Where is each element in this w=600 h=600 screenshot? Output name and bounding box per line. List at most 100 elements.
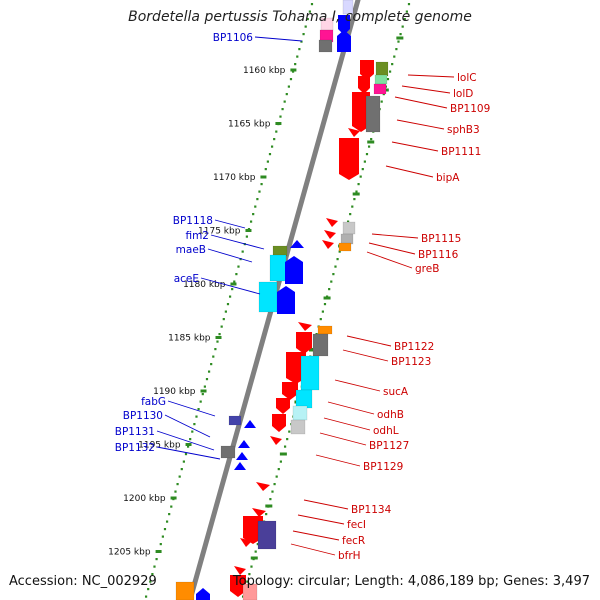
scale-tick-1190 bbox=[200, 389, 207, 393]
gene-bottom-red bbox=[230, 575, 246, 597]
gene-label-fecr: fecR bbox=[342, 535, 365, 547]
scale-tick-label-1190: 1190 kbp bbox=[153, 387, 196, 397]
gene-bottom-blue bbox=[196, 588, 210, 600]
gene-chev-5 bbox=[298, 322, 312, 331]
gene-bp1130 bbox=[220, 445, 236, 459]
gene-bp1129-red bbox=[272, 414, 286, 432]
gene-odhb bbox=[295, 389, 313, 409]
scale-tick-1165 bbox=[275, 122, 282, 125]
gene-bottom-orange bbox=[175, 581, 195, 600]
gene-label-sphb3: sphB3 bbox=[447, 124, 480, 136]
gene-acee bbox=[258, 281, 278, 313]
scale-tick-label-1160: 1160 kbp bbox=[243, 66, 286, 76]
gene-bottom-chev bbox=[234, 566, 246, 575]
gene-top-gray bbox=[318, 39, 333, 53]
gene-label-bp1131: BP1131 bbox=[115, 426, 155, 438]
gene-bp1132 bbox=[234, 462, 246, 470]
gene-top-blue-1 bbox=[338, 15, 350, 35]
gene-red-b bbox=[358, 76, 370, 94]
scale-tick-1205 bbox=[155, 550, 162, 553]
scale-tick-label-1180: 1180 kbp bbox=[183, 280, 226, 290]
scale-tick-1185 bbox=[215, 336, 222, 339]
scale-tick-1170 bbox=[260, 175, 267, 179]
scale-ticks-layer: 1160 kbp 1165 kbp 1170 kbp 1175 kbp 1180 kbp… bbox=[108, 36, 404, 560]
gene-label-bp1111: BP1111 bbox=[441, 146, 481, 158]
gene-label-fim2: fim2 bbox=[185, 230, 209, 242]
gene-odhl bbox=[292, 405, 308, 421]
gene-label-bp1123: BP1123 bbox=[391, 356, 431, 368]
gene-label-bp1116: BP1116 bbox=[418, 249, 459, 261]
gene-top-blue-2 bbox=[337, 30, 351, 52]
gene-label-bp1134: BP1134 bbox=[351, 504, 392, 516]
gene-bfrh bbox=[240, 538, 252, 547]
gene-label-bfrh: bfrH bbox=[338, 550, 361, 562]
gene-label-bp1122: BP1122 bbox=[394, 341, 434, 353]
scale-tick-1160 bbox=[290, 68, 297, 72]
gene-maeb-arrow bbox=[285, 256, 303, 284]
scale-tick-label-1170: 1170 kbp bbox=[213, 173, 256, 183]
gene-fabg-arrow bbox=[244, 420, 256, 428]
gene-labels-layer: BP1106 BP1118 fim2 maeB aceE fabG BP1130 BP1131… bbox=[115, 32, 491, 562]
gene-maeb bbox=[269, 254, 287, 282]
gene-lolc bbox=[375, 61, 389, 77]
gene-bp1116 bbox=[340, 233, 354, 245]
gene-acee-arrow bbox=[277, 286, 295, 314]
gene-fabg bbox=[228, 415, 242, 426]
gene-odhl-red bbox=[276, 398, 290, 414]
genome-title: Bordetella pertussis Tohama I, complete … bbox=[128, 9, 472, 25]
gene-label-suca: sucA bbox=[383, 386, 409, 398]
gene-bp1123 bbox=[312, 333, 329, 357]
gene-bp1115 bbox=[342, 221, 356, 235]
gene-bipa bbox=[339, 138, 359, 180]
gene-feci bbox=[252, 508, 266, 517]
scale-tick-label-1185: 1185 kbp bbox=[168, 334, 211, 344]
gene-bp1130-arrow bbox=[238, 440, 250, 448]
gene-label-bp1129: BP1129 bbox=[363, 461, 403, 473]
scale-tick-label-1165: 1165 kbp bbox=[228, 120, 271, 130]
accession-text: Accession: NC_002929 bbox=[9, 574, 157, 589]
gene-label-bp1127: BP1127 bbox=[369, 440, 409, 452]
gene-chev-6 bbox=[270, 436, 282, 445]
scale-tick-label-1195: 1195 kbp bbox=[138, 441, 181, 451]
gene-odhb-red bbox=[282, 382, 298, 400]
gene-label-acee: aceE bbox=[174, 273, 199, 285]
gene-chev-2 bbox=[326, 218, 338, 227]
gene-label-odhb: odhB bbox=[377, 409, 404, 421]
genes-layer bbox=[175, 0, 389, 600]
label-leaders-layer bbox=[156, 36, 455, 556]
gene-chev-1 bbox=[348, 128, 360, 137]
gene-fim2 bbox=[272, 245, 288, 257]
gene-lold bbox=[374, 74, 388, 85]
gene-label-bp1106: BP1106 bbox=[213, 32, 254, 44]
gene-bp1131 bbox=[236, 452, 248, 460]
gene-label-lolc: lolC bbox=[457, 72, 477, 84]
scale-tick-1180 bbox=[230, 282, 237, 286]
gene-bp1109 bbox=[373, 83, 387, 95]
topology-text: Topology: circular; Length: 4,086,189 bp… bbox=[232, 574, 590, 589]
gene-label-feci: fecI bbox=[347, 519, 366, 531]
gene-label-bp1132: BP1132 bbox=[115, 442, 155, 454]
gene-label-greb: greB bbox=[415, 263, 439, 275]
gene-label-odhl: odhL bbox=[373, 425, 399, 437]
gene-fecr-box bbox=[257, 520, 277, 550]
gene-chev-3 bbox=[324, 230, 336, 239]
gene-label-lold: lolD bbox=[453, 88, 473, 100]
scale-tick-1195 bbox=[185, 443, 192, 446]
scale-tick-label-1175: 1175 kbp bbox=[198, 227, 241, 237]
gene-label-bp1109: BP1109 bbox=[450, 103, 490, 115]
gene-sphb3 bbox=[352, 92, 370, 132]
gene-suca bbox=[300, 355, 320, 391]
gene-sphb3-gray bbox=[365, 95, 381, 133]
gene-bp1127 bbox=[290, 419, 306, 435]
gene-red-a bbox=[360, 60, 374, 80]
gene-greb bbox=[338, 242, 352, 252]
gene-label-bp1130: BP1130 bbox=[123, 410, 163, 422]
scale-tick-label-1200: 1200 kbp bbox=[123, 494, 166, 504]
gene-bottom-pink bbox=[242, 583, 258, 600]
gene-label-bp1118: BP1118 bbox=[173, 215, 213, 227]
scale-tick-1200 bbox=[170, 496, 177, 500]
gene-fim2-arrow bbox=[290, 240, 304, 248]
gene-bp1122 bbox=[317, 325, 333, 335]
